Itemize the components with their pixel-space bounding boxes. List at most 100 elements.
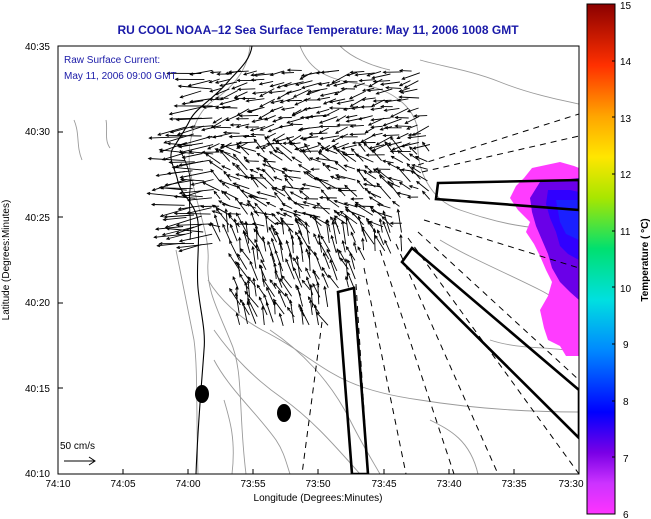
current-vector-head (215, 207, 220, 212)
current-vector-head (165, 236, 170, 241)
current-vector-head (240, 248, 244, 252)
current-vector-head (280, 107, 285, 111)
current-vector (316, 202, 330, 215)
current-vector (289, 142, 301, 145)
current-vector (286, 137, 302, 153)
current-vector (365, 127, 375, 134)
current-vector-head (295, 82, 300, 86)
current-vector (271, 238, 276, 251)
current-vector (345, 209, 366, 218)
current-vector (223, 171, 232, 182)
current-vector-head (146, 191, 151, 196)
current-vector (270, 70, 285, 76)
current-vector-head (216, 72, 221, 76)
current-vector (343, 106, 359, 111)
current-vector (371, 210, 393, 218)
current-vector-head (326, 186, 331, 190)
current-vector-head (255, 167, 260, 171)
current-vector-head (258, 115, 263, 120)
current-vector-head (269, 84, 274, 88)
current-vector (215, 78, 230, 84)
current-vector-head (229, 239, 233, 244)
current-vector-head (408, 146, 413, 150)
current-vector-head (253, 228, 257, 233)
current-vector (277, 90, 292, 100)
current-vector-head (151, 187, 156, 192)
current-vector (400, 234, 403, 252)
current-vector (295, 80, 313, 86)
current-vector-head (366, 88, 371, 93)
current-vector-head (297, 235, 301, 240)
current-vector-head (362, 177, 367, 182)
current-vector-head (381, 215, 386, 220)
current-vector-head (361, 88, 366, 92)
current-vector-head (316, 202, 321, 207)
current-vector (329, 98, 346, 103)
current-vector-head (246, 301, 250, 306)
current-vector (325, 142, 339, 151)
current-vector (372, 149, 382, 161)
current-vector-head (299, 305, 303, 310)
current-vector-head (365, 153, 370, 157)
current-vector (317, 282, 320, 305)
current-vector-head (223, 191, 228, 195)
current-vector (301, 280, 311, 291)
current-vector (316, 312, 329, 326)
current-vector-head (214, 106, 219, 110)
current-vector-head (236, 185, 240, 189)
current-vector-head (326, 248, 330, 253)
current-vector-head (178, 163, 183, 167)
current-vector (332, 133, 349, 142)
current-vector-head (378, 174, 383, 179)
current-vector (259, 80, 274, 85)
current-vector-head (244, 290, 248, 295)
current-vector-head (384, 126, 389, 130)
current-vector-head (378, 217, 383, 223)
current-vector-head (345, 119, 350, 123)
current-vector (246, 301, 257, 324)
current-vector-head (372, 227, 377, 232)
current-vector (415, 156, 428, 163)
current-vector-head (214, 80, 219, 84)
current-vector-head (274, 140, 279, 144)
current-vector-head (303, 196, 308, 201)
current-vector-head (245, 203, 250, 207)
current-vector-head (242, 229, 246, 234)
current-vector-head (399, 233, 403, 238)
current-vector-head (340, 87, 345, 91)
colorbar-tick-label: 10 (620, 284, 632, 295)
current-vector (321, 273, 329, 288)
current-vector (250, 195, 268, 207)
current-vector-head (315, 176, 320, 181)
current-vector (264, 114, 276, 121)
current-vector (207, 143, 220, 150)
current-vector (334, 215, 348, 225)
current-vector-head (281, 187, 286, 191)
current-vector-head (275, 146, 280, 151)
current-vector (226, 114, 239, 121)
current-vector-head (214, 92, 219, 96)
current-vector-head (207, 146, 212, 150)
current-vector-head (347, 259, 351, 264)
current-vector (293, 257, 303, 273)
current-vector-head (376, 182, 380, 187)
current-vector (347, 272, 355, 289)
current-vector-head (299, 136, 304, 140)
current-vector (355, 201, 366, 209)
current-vector (276, 211, 286, 217)
current-vector-head (249, 128, 254, 132)
current-vector-head (294, 216, 299, 221)
current-vector-head (229, 287, 233, 292)
current-vector-head (318, 148, 323, 153)
current-vector-head (219, 101, 224, 106)
current-vector-head (317, 141, 322, 146)
current-vector-head (357, 117, 362, 121)
current-vector (253, 278, 257, 297)
current-vector-head (235, 117, 240, 121)
x-tick-label: 74:10 (45, 479, 70, 490)
current-vector (369, 144, 385, 149)
current-vector-head (259, 173, 264, 178)
current-vector-head (227, 70, 232, 74)
current-vector-head (179, 95, 184, 99)
current-vector-head (298, 303, 302, 308)
